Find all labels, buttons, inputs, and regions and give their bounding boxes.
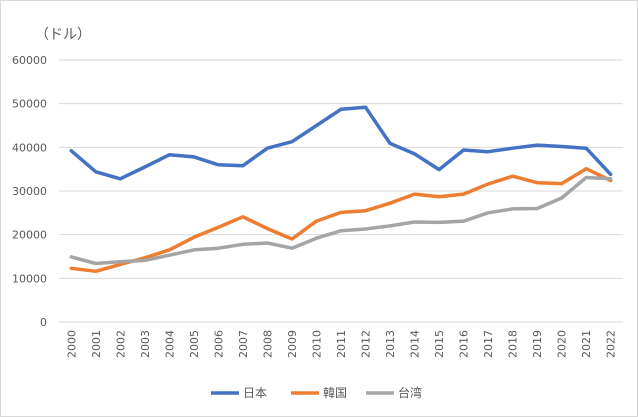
x-tick-label: 2013 [384, 330, 397, 358]
x-tick-label: 2021 [580, 330, 593, 358]
x-tick-label: 2017 [482, 330, 495, 358]
series-lines [69, 105, 613, 274]
x-tick-label: 2000 [65, 330, 78, 358]
x-tick-label: 2009 [286, 330, 299, 358]
x-tick-label: 2019 [531, 330, 544, 358]
x-tick-label: 2014 [409, 330, 422, 358]
x-tick-label: 2007 [237, 330, 250, 358]
y-axis-ticks: 0 10000 20000 30000 40000 50000 60000 [12, 54, 47, 329]
x-tick-label: 2006 [212, 330, 225, 358]
y-tick-label: 10000 [12, 272, 47, 285]
y-tick-label: 20000 [12, 229, 47, 242]
legend-label: 日本 [243, 386, 267, 400]
legend: 日本 韓国 台湾 [211, 385, 422, 400]
x-tick-label: 2005 [188, 330, 201, 358]
series-line-韓国 [69, 166, 613, 274]
x-tick-label: 2012 [360, 330, 373, 358]
x-tick-label: 2020 [556, 330, 569, 358]
x-tick-label: 2018 [507, 330, 520, 358]
y-tick-label: 60000 [12, 54, 47, 67]
y-tick-label: 30000 [12, 185, 47, 198]
gridlines [59, 59, 623, 323]
y-tick-label: 0 [40, 316, 47, 329]
x-tick-label: 2003 [139, 330, 152, 358]
x-tick-label: 2002 [114, 330, 127, 358]
y-unit-label: （ドル） [35, 27, 91, 43]
series-line-台湾 [69, 175, 613, 266]
x-axis-ticks: 2000 2001 2002 2003 2004 2005 2006 2007 2008 2009… [65, 330, 617, 358]
x-tick-label: 2010 [310, 330, 323, 358]
x-tick-label: 2022 [605, 330, 618, 358]
y-tick-label: 50000 [12, 98, 47, 111]
y-tick-label: 40000 [12, 141, 47, 154]
x-tick-label: 2011 [335, 330, 348, 358]
series-line-日本 [69, 105, 613, 181]
x-tick-label: 2008 [261, 330, 274, 358]
x-tick-label: 2004 [163, 330, 176, 358]
legend-label: 台湾 [398, 385, 422, 400]
x-tick-label: 2016 [458, 330, 471, 358]
x-tick-label: 2015 [433, 330, 446, 358]
legend-label: 韓国 [323, 386, 347, 400]
x-tick-label: 2001 [90, 330, 103, 358]
